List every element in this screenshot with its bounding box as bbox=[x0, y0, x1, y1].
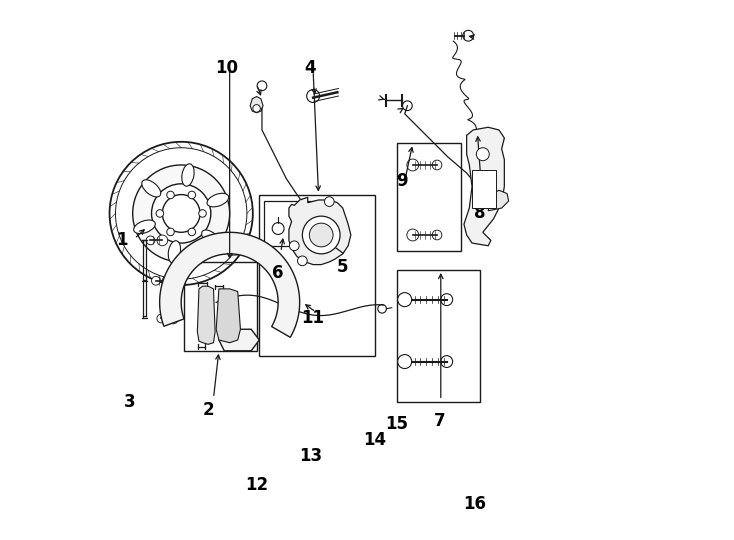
Text: 1: 1 bbox=[116, 231, 128, 249]
Circle shape bbox=[146, 236, 155, 245]
Bar bbox=[396, 144, 461, 251]
Polygon shape bbox=[289, 197, 351, 265]
Circle shape bbox=[156, 210, 164, 217]
Text: 6: 6 bbox=[272, 264, 284, 282]
Circle shape bbox=[407, 229, 418, 241]
Circle shape bbox=[289, 241, 299, 251]
Ellipse shape bbox=[134, 220, 156, 234]
Circle shape bbox=[168, 313, 178, 324]
Polygon shape bbox=[197, 286, 215, 345]
Text: 13: 13 bbox=[299, 447, 322, 465]
Bar bbox=[264, 201, 325, 246]
Circle shape bbox=[157, 235, 167, 246]
Text: 8: 8 bbox=[474, 205, 486, 222]
Circle shape bbox=[441, 294, 453, 306]
Text: 2: 2 bbox=[203, 401, 214, 419]
Circle shape bbox=[297, 256, 308, 266]
Circle shape bbox=[432, 160, 442, 170]
Circle shape bbox=[398, 355, 412, 369]
Polygon shape bbox=[217, 289, 241, 343]
Text: 12: 12 bbox=[245, 476, 268, 495]
Bar bbox=[259, 194, 375, 356]
Circle shape bbox=[167, 228, 174, 235]
Circle shape bbox=[295, 226, 305, 236]
Circle shape bbox=[188, 191, 196, 199]
Text: 15: 15 bbox=[385, 415, 408, 433]
Polygon shape bbox=[250, 97, 263, 113]
Circle shape bbox=[151, 184, 211, 243]
Circle shape bbox=[252, 105, 261, 112]
Circle shape bbox=[162, 275, 173, 286]
Text: 10: 10 bbox=[216, 59, 239, 77]
Ellipse shape bbox=[182, 164, 194, 186]
Circle shape bbox=[162, 194, 200, 232]
Ellipse shape bbox=[207, 193, 229, 207]
Circle shape bbox=[151, 276, 160, 285]
Text: 14: 14 bbox=[363, 431, 387, 449]
Text: 5: 5 bbox=[337, 258, 349, 276]
Text: 9: 9 bbox=[396, 172, 408, 190]
Circle shape bbox=[309, 223, 333, 247]
Bar bbox=[184, 262, 257, 351]
Circle shape bbox=[167, 191, 174, 199]
Circle shape bbox=[272, 222, 284, 234]
Circle shape bbox=[432, 230, 442, 240]
Polygon shape bbox=[488, 190, 509, 211]
Circle shape bbox=[307, 90, 319, 103]
Circle shape bbox=[133, 165, 230, 262]
Circle shape bbox=[441, 356, 453, 368]
Ellipse shape bbox=[168, 241, 181, 263]
Text: 7: 7 bbox=[434, 412, 446, 430]
Circle shape bbox=[324, 197, 334, 206]
Ellipse shape bbox=[202, 230, 220, 247]
Circle shape bbox=[188, 228, 196, 235]
Circle shape bbox=[402, 101, 413, 111]
Circle shape bbox=[302, 216, 340, 254]
Circle shape bbox=[476, 148, 490, 161]
Circle shape bbox=[199, 210, 206, 217]
Text: 3: 3 bbox=[124, 393, 136, 411]
Text: 4: 4 bbox=[305, 59, 316, 77]
Circle shape bbox=[398, 293, 412, 307]
Text: 11: 11 bbox=[302, 309, 324, 327]
Polygon shape bbox=[219, 329, 259, 351]
Circle shape bbox=[157, 314, 166, 323]
Bar bbox=[396, 270, 480, 402]
Ellipse shape bbox=[142, 180, 161, 197]
Polygon shape bbox=[464, 127, 504, 246]
Circle shape bbox=[407, 159, 418, 171]
Text: 16: 16 bbox=[463, 495, 486, 514]
Bar bbox=[472, 170, 496, 208]
Polygon shape bbox=[159, 232, 299, 338]
